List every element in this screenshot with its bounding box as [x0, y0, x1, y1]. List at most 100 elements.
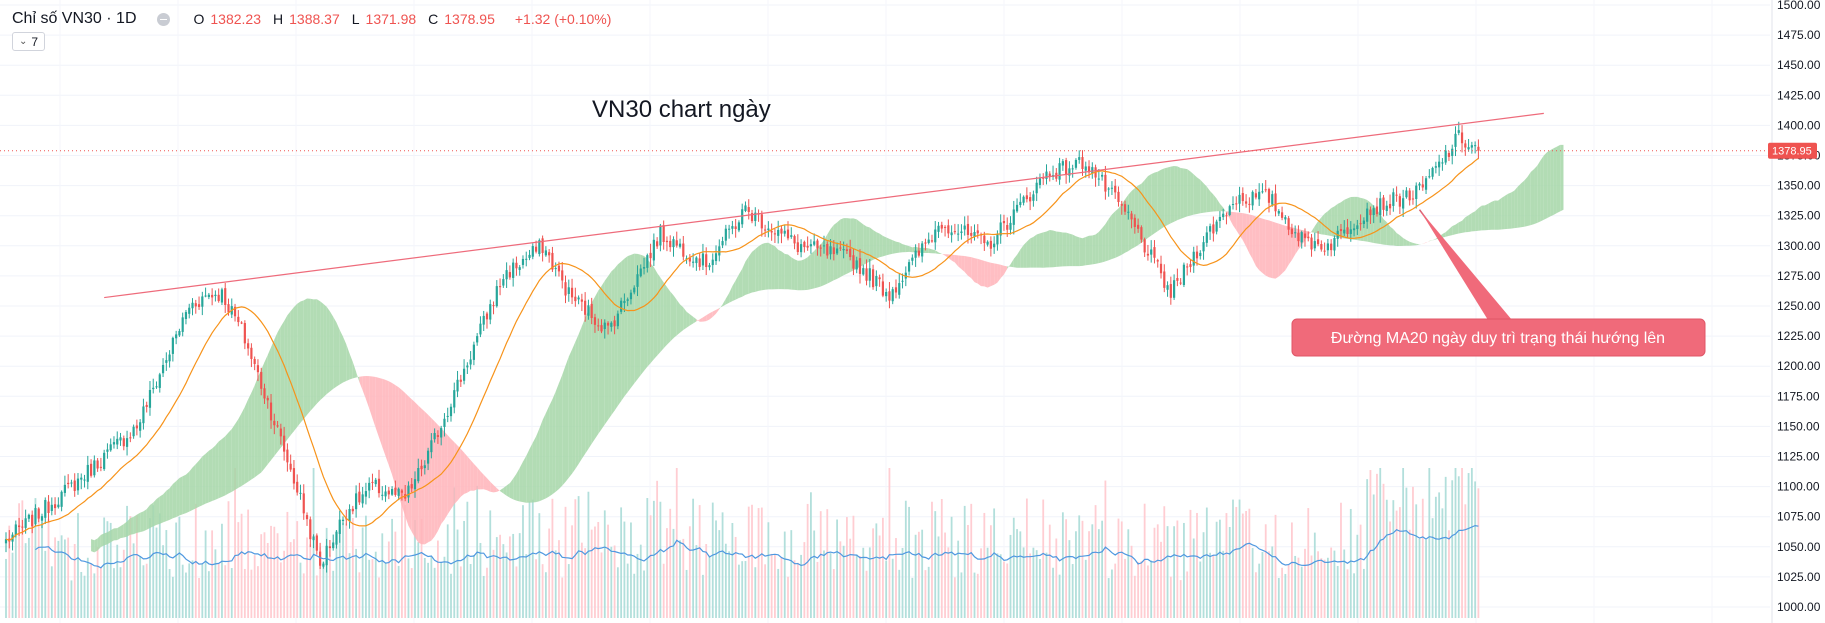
- volume-bar: [571, 525, 573, 618]
- candle-body: [253, 358, 256, 364]
- cloud-segment: [1288, 226, 1292, 265]
- cloud-segment: [1252, 215, 1256, 267]
- volume-bar: [898, 569, 901, 618]
- volume-bar: [404, 504, 407, 618]
- candle-body: [1460, 132, 1464, 144]
- cloud-segment: [480, 471, 484, 490]
- candle-body: [943, 226, 947, 228]
- candle-body: [47, 501, 50, 513]
- cloud-segment: [1386, 222, 1391, 246]
- volume-bar: [698, 505, 701, 618]
- cloud-segment: [781, 251, 785, 290]
- candle-body: [688, 257, 691, 262]
- price-tick-label: 1250.00: [1777, 299, 1821, 313]
- volume-bar: [257, 566, 259, 618]
- cloud-segment: [238, 413, 242, 488]
- candle-body: [489, 304, 492, 320]
- candle-body: [191, 302, 194, 309]
- volume-bar: [338, 522, 341, 618]
- volume-bar: [1313, 532, 1316, 618]
- volume-bar: [358, 572, 361, 618]
- candle-body: [701, 253, 705, 266]
- price-tick-label: 1150.00: [1777, 419, 1820, 433]
- volume-bar: [901, 547, 904, 618]
- candle-body: [109, 444, 112, 451]
- candle-body: [901, 280, 904, 282]
- volume-bar: [443, 556, 446, 618]
- volume-bar: [953, 577, 956, 618]
- volume-bar: [1461, 468, 1463, 618]
- cloud-segment: [614, 264, 618, 411]
- cloud-segment: [437, 424, 442, 532]
- candle-body: [1444, 150, 1447, 163]
- candle-body: [1176, 277, 1179, 281]
- candle-body: [1307, 236, 1310, 239]
- cloud-segment: [647, 258, 651, 367]
- cloud-segment: [441, 428, 445, 525]
- cloud-segment: [1530, 169, 1535, 226]
- cloud-segment: [1540, 155, 1544, 222]
- candle-body: [796, 242, 799, 253]
- volume-bar: [1392, 500, 1395, 618]
- candle-body: [656, 241, 659, 247]
- volume-bar: [342, 522, 344, 618]
- volume-bar: [1189, 509, 1192, 618]
- candle-body: [407, 485, 410, 498]
- cloud-segment: [630, 253, 635, 388]
- cloud-segment: [608, 271, 612, 420]
- symbol-title[interactable]: Chỉ số VN30 · 1D: [12, 10, 137, 27]
- candle-body: [603, 322, 606, 330]
- indicators-toggle-button[interactable]: ⌄ 7: [12, 32, 46, 51]
- candle-body: [89, 463, 93, 476]
- volume-bar: [34, 498, 37, 618]
- volume-bar: [230, 568, 233, 618]
- volume-bar: [1196, 512, 1198, 618]
- candle-body: [390, 488, 394, 495]
- volume-bar: [760, 507, 763, 618]
- cloud-segment: [761, 242, 766, 291]
- candle-body: [237, 316, 240, 323]
- candle-body: [233, 306, 237, 317]
- volume-bar: [145, 563, 148, 618]
- cloud-segment: [1278, 223, 1283, 277]
- price-tick-label: 1075.00: [1777, 510, 1821, 524]
- volume-bar: [868, 547, 871, 618]
- volume-bar: [90, 563, 92, 618]
- candle-body: [86, 464, 89, 482]
- volume-bar: [420, 518, 423, 618]
- volume-bar: [1248, 508, 1251, 618]
- volume-bar: [924, 570, 927, 618]
- cloud-segment: [110, 528, 114, 543]
- candle-body: [1130, 213, 1133, 220]
- volume-bar: [207, 571, 210, 618]
- candle-body: [966, 223, 970, 235]
- volume-bar: [767, 522, 770, 618]
- cloud-segment: [375, 377, 380, 438]
- candle-body: [1447, 152, 1451, 157]
- candle-body: [1019, 201, 1022, 205]
- candle-body: [299, 492, 302, 494]
- volume-bar: [757, 508, 760, 618]
- cloud-segment: [343, 336, 347, 383]
- volume-bar: [777, 568, 780, 618]
- change-value: +1.32 (+0.10%): [514, 11, 612, 27]
- cloud-segment: [182, 474, 186, 515]
- cloud-segment: [349, 353, 353, 380]
- candle-body: [584, 300, 587, 315]
- volume-bar: [332, 570, 335, 618]
- candle-body: [518, 267, 521, 270]
- volume-bar: [96, 546, 99, 618]
- cloud-segment: [1311, 226, 1315, 233]
- cloud-segment: [1403, 238, 1407, 246]
- volume-bar: [410, 568, 413, 618]
- candle-body: [1264, 189, 1267, 191]
- volume-bar: [293, 539, 295, 618]
- candle-body: [302, 493, 305, 514]
- candle-body: [129, 437, 132, 439]
- cloud-segment: [794, 259, 798, 291]
- candle-body: [1454, 133, 1457, 147]
- candle-body: [1195, 251, 1199, 259]
- candle-body: [1241, 193, 1244, 202]
- candle-body: [482, 315, 485, 325]
